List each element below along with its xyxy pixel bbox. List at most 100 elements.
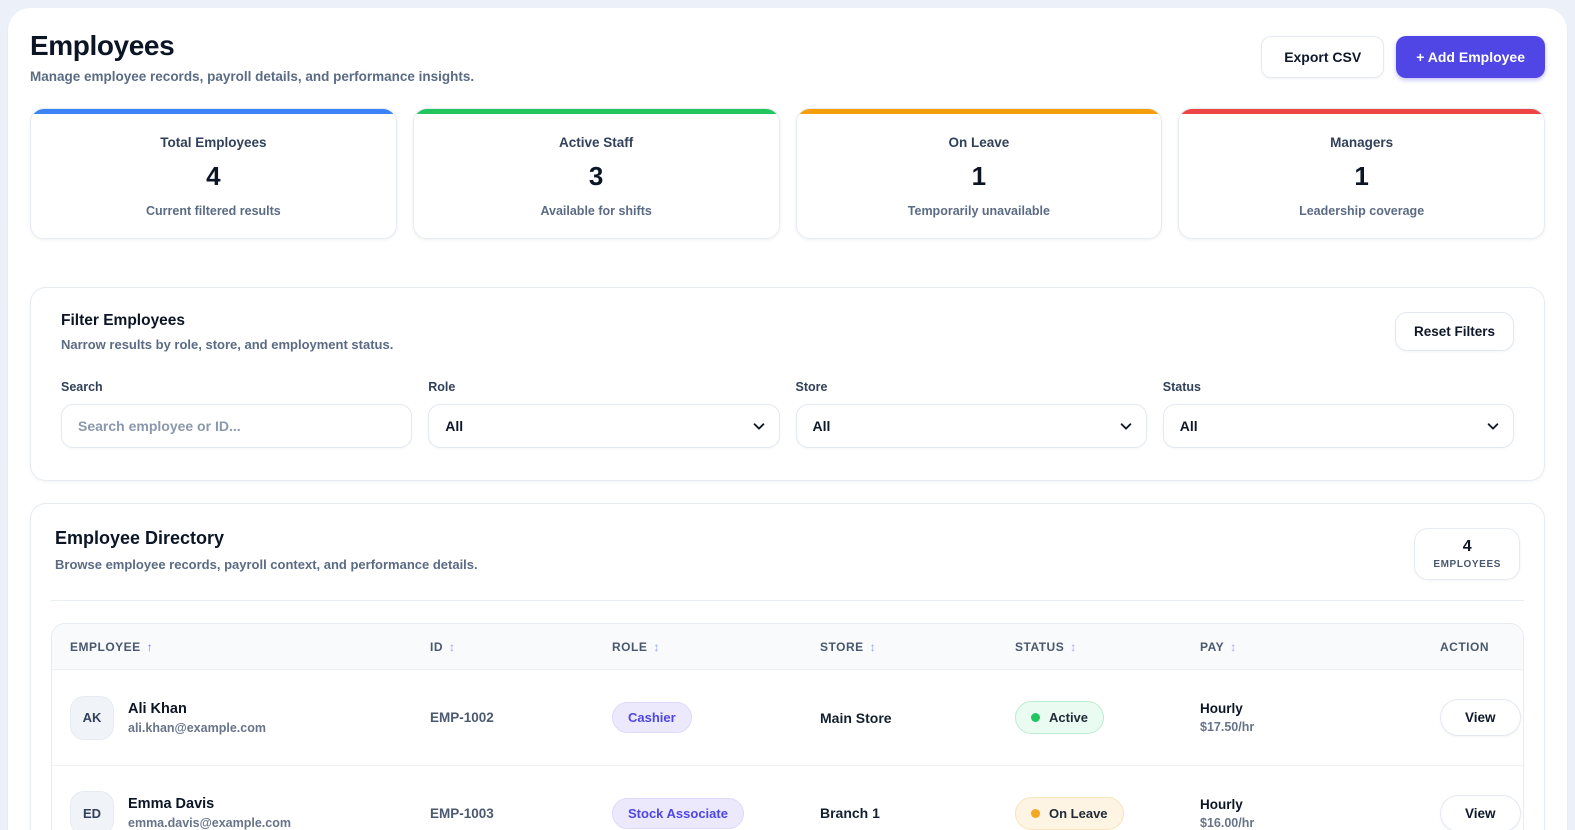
stat-value: 1	[1354, 161, 1369, 191]
store-label: Store	[795, 380, 828, 394]
stat-value: 4	[206, 161, 221, 191]
store-cell: Branch 1	[820, 805, 880, 821]
role-cell: Cashier	[612, 702, 820, 733]
action-cell: View	[1440, 699, 1521, 736]
role-badge: Stock Associate	[612, 797, 744, 829]
avatar: AK	[70, 695, 114, 740]
role-select[interactable]: All	[428, 404, 780, 448]
page-actions: Export CSV + Add Employee	[1261, 30, 1545, 78]
stat-label: On Leave	[948, 135, 1010, 150]
view-button[interactable]: View	[1440, 699, 1521, 736]
stat-cards: Total Employees 4 Current filtered resul…	[30, 108, 1545, 239]
table-header-row: EMPLOYEE ↑ ID ↕ ROLE ↕ STORE ↕ STATUS	[52, 624, 1523, 670]
column-label: ACTION	[1440, 639, 1489, 654]
sort-icon: ↕	[653, 639, 660, 654]
employee-identity: Ali Khan ali.khan@example.com	[128, 701, 266, 735]
sort-icon: ↕	[1070, 639, 1077, 654]
status-cell: On Leave	[1015, 796, 1200, 830]
status-field-box: All	[1162, 404, 1514, 448]
sort-asc-icon: ↑	[146, 639, 154, 654]
employee-identity: Emma Davis emma.davis@example.com	[128, 796, 291, 830]
column-header-employee[interactable]: EMPLOYEE ↑	[70, 640, 430, 654]
column-label: ID	[430, 639, 443, 654]
search-field-box	[61, 404, 413, 448]
role-field-box: All	[428, 404, 780, 448]
column-label: ROLE	[612, 639, 648, 654]
filter-fields: Search Role All Store All	[61, 380, 1514, 448]
table-row: ED Emma Davis emma.davis@example.com EMP…	[52, 765, 1523, 830]
status-select[interactable]: All	[1162, 404, 1514, 448]
role-badge: Cashier	[612, 702, 692, 733]
stat-card-total-employees: Total Employees 4 Current filtered resul…	[30, 108, 397, 239]
store-select[interactable]: All	[795, 404, 1147, 448]
employee-cell: AK Ali Khan ali.khan@example.com	[70, 695, 430, 740]
stat-caption: Leadership coverage	[1299, 204, 1425, 218]
column-header-pay[interactable]: PAY ↕	[1200, 640, 1440, 654]
search-input[interactable]	[61, 404, 413, 448]
employee-email: ali.khan@example.com	[128, 720, 266, 735]
stat-accent-bar	[31, 109, 396, 114]
store-cell: Main Store	[820, 709, 892, 726]
employee-id: EMP-1002	[430, 710, 494, 725]
employee-count-label: EMPLOYEES	[1433, 559, 1501, 570]
column-label: EMPLOYEE	[70, 639, 141, 654]
filter-header-text: Filter Employees Narrow results by role,…	[61, 312, 393, 352]
column-header-role[interactable]: ROLE ↕	[612, 640, 820, 654]
employee-name: Emma Davis	[128, 796, 215, 812]
status-badge: Active	[1015, 701, 1105, 734]
column-header-store[interactable]: STORE ↕	[820, 640, 1015, 654]
stat-caption: Temporarily unavailable	[907, 204, 1050, 218]
employee-name: Ali Khan	[128, 700, 187, 717]
stat-caption: Available for shifts	[540, 204, 652, 218]
pay-rate: $17.50/hr	[1200, 720, 1255, 734]
filter-subtitle: Narrow results by role, store, and emplo…	[61, 337, 394, 352]
column-header-status[interactable]: STATUS ↕	[1015, 640, 1200, 654]
main-content-card: Employees Manage employee records, payro…	[8, 8, 1567, 830]
filter-header: Filter Employees Narrow results by role,…	[61, 312, 1514, 352]
stat-caption: Current filtered results	[145, 204, 281, 218]
status-field-group: Status All	[1162, 380, 1514, 448]
status-text: On Leave	[1049, 805, 1108, 821]
column-header-action: ACTION	[1440, 640, 1505, 654]
stat-accent-bar	[413, 109, 779, 114]
pay-type: Hourly	[1200, 701, 1243, 716]
column-header-id[interactable]: ID ↕	[430, 640, 612, 654]
directory-title: Employee Directory	[55, 528, 225, 548]
reset-filters-button[interactable]: Reset Filters	[1394, 312, 1514, 351]
employee-table: EMPLOYEE ↑ ID ↕ ROLE ↕ STORE ↕ STATUS	[51, 623, 1524, 830]
add-employee-button[interactable]: + Add Employee	[1396, 36, 1545, 78]
view-button[interactable]: View	[1440, 794, 1521, 830]
sort-icon: ↕	[869, 639, 877, 654]
filter-title: Filter Employees	[61, 312, 186, 329]
stat-card-on-leave: On Leave 1 Temporarily unavailable	[795, 108, 1163, 239]
status-dot-icon	[1031, 808, 1040, 818]
role-field-group: Role All	[428, 380, 780, 448]
pay-cell: Hourly $16.00/hr	[1200, 797, 1440, 830]
stat-label: Active Staff	[558, 135, 634, 150]
employee-count-badge: 4 EMPLOYEES	[1414, 528, 1520, 580]
column-label: STORE	[820, 639, 864, 654]
employee-email: emma.davis@example.com	[128, 816, 291, 830]
table-row: AK Ali Khan ali.khan@example.com EMP-100…	[52, 670, 1523, 765]
stat-card-managers: Managers 1 Leadership coverage	[1178, 108, 1545, 239]
column-label: PAY	[1200, 639, 1225, 654]
store-field-box: All	[795, 404, 1147, 448]
export-csv-button[interactable]: Export CSV	[1261, 36, 1385, 78]
sort-icon: ↕	[449, 639, 456, 654]
employee-count-value: 4	[1462, 538, 1472, 555]
status-label: Status	[1162, 380, 1201, 394]
sort-icon: ↕	[1230, 639, 1237, 654]
status-dot-icon	[1031, 713, 1040, 722]
column-label: STATUS	[1015, 639, 1065, 654]
action-cell: View	[1440, 794, 1521, 830]
pay-cell: Hourly $17.50/hr	[1200, 701, 1440, 734]
directory-header-text: Employee Directory Browse employee recor…	[55, 528, 478, 572]
stat-accent-bar	[1179, 109, 1544, 114]
stat-label: Total Employees	[160, 135, 267, 150]
stat-card-active-staff: Active Staff 3 Available for shifts	[412, 108, 780, 239]
store-field-group: Store All	[795, 380, 1147, 448]
role-label: Role	[428, 380, 456, 394]
stat-label: Managers	[1330, 135, 1394, 150]
role-cell: Stock Associate	[612, 797, 820, 829]
stat-value: 1	[971, 161, 987, 191]
